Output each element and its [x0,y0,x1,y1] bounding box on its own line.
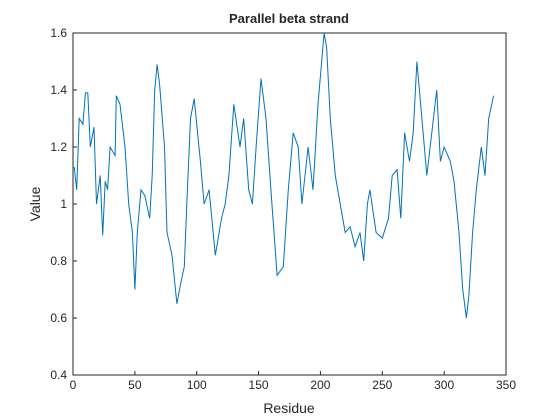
plot-area [72,32,507,376]
x-tick-label: 250 [372,378,392,392]
x-tick-label: 50 [128,378,142,392]
y-tick-label: 1.2 [50,140,67,154]
x-tick-label: 0 [70,378,77,392]
y-tick-label: 0.6 [50,311,67,325]
x-tick-label: 150 [249,378,269,392]
x-tick-label: 350 [496,378,516,392]
x-axis-label: Residue [263,400,315,416]
x-tick-label: 100 [187,378,207,392]
y-tick-label: 1.4 [50,83,67,97]
x-tick-label: 200 [310,378,330,392]
chart-title: Parallel beta strand [229,11,349,26]
y-tick-label: 0.4 [50,368,67,382]
y-tick-label: 0.8 [50,254,67,268]
y-axis-label: Value [27,186,43,221]
x-tick-label: 300 [434,378,454,392]
y-tick-label: 1 [60,197,67,211]
data-line [73,32,495,319]
y-tick-label: 1.6 [50,26,67,40]
